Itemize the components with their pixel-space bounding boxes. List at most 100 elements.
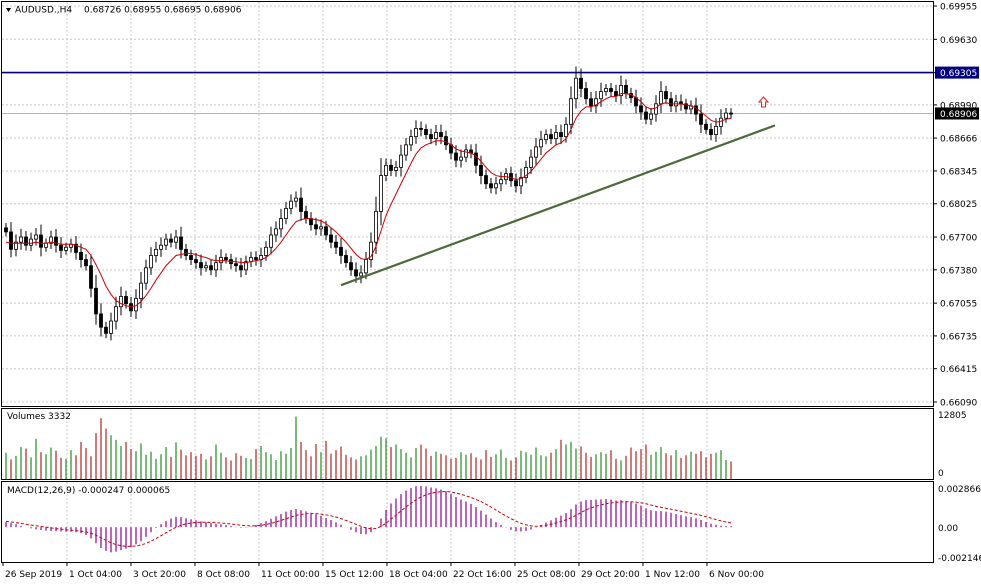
candle-body <box>569 98 573 125</box>
candle-body <box>369 241 373 260</box>
candle-body <box>264 246 268 256</box>
y-tick-label: 0.68345 <box>940 167 977 177</box>
candle-body <box>709 129 713 135</box>
candle-body <box>554 132 558 140</box>
x-tick-label: 22 Oct 16:00 <box>453 570 512 580</box>
y-tick-label: 0.67380 <box>940 266 977 276</box>
candle-body <box>339 246 343 256</box>
candle-body <box>4 227 8 233</box>
candle-body <box>654 103 658 115</box>
candle-body <box>19 236 23 243</box>
candle-body <box>404 144 408 156</box>
candle-body <box>129 303 133 312</box>
macd-top-label: 0.002866 <box>938 485 981 495</box>
candle-body <box>214 262 218 271</box>
candle-body <box>114 306 118 322</box>
candle-body <box>599 91 603 100</box>
candle-body <box>54 236 58 246</box>
y-tick-label: 0.67055 <box>940 300 977 310</box>
macd-signal-line <box>5 491 732 547</box>
candle-body <box>239 265 243 271</box>
candle-body <box>564 123 568 138</box>
candle-body <box>44 242 48 248</box>
candle-body <box>174 236 178 243</box>
candle-body <box>694 105 698 115</box>
candle-body <box>359 272 363 277</box>
candle-body <box>9 231 13 250</box>
y-tick-label: 0.66415 <box>940 365 977 375</box>
candle-body <box>719 117 723 127</box>
candle-body <box>429 134 433 140</box>
up-arrow-icon[interactable] <box>757 96 770 108</box>
candle-body <box>639 105 643 113</box>
macd-panel <box>5 486 732 553</box>
candle-body <box>149 255 153 269</box>
candle-body <box>179 236 183 250</box>
x-tick-label: 29 Oct 20:00 <box>581 570 640 580</box>
candle-body <box>399 154 403 168</box>
candle-body <box>289 200 293 209</box>
candle-body <box>324 226 328 236</box>
trendline[interactable] <box>340 124 776 287</box>
candle-body <box>609 88 613 92</box>
candle-body <box>224 257 228 260</box>
candle-body <box>199 262 203 269</box>
dropdown-triangle-icon[interactable] <box>6 8 11 12</box>
candle-body <box>389 164 393 171</box>
candle-body <box>139 282 143 299</box>
x-tick-label: 15 Oct 12:00 <box>325 570 384 580</box>
candle-body <box>539 139 543 148</box>
candle-body <box>614 91 618 97</box>
candle-body <box>334 241 338 248</box>
last-price-label: 0.68906 <box>940 110 977 120</box>
candle-body <box>89 265 93 289</box>
candle-body <box>154 248 158 256</box>
candle-body <box>74 243 78 253</box>
x-tick-label: 6 Nov 00:00 <box>709 570 764 580</box>
candle-body <box>79 252 83 260</box>
candle-body <box>459 156 463 161</box>
candle-body <box>159 244 163 250</box>
candle-body <box>524 166 528 179</box>
candle-body <box>489 183 493 189</box>
candle-body <box>169 238 173 243</box>
candle-body <box>684 103 688 110</box>
candle-body <box>299 197 303 212</box>
candle-body <box>104 326 108 334</box>
candle-body <box>594 98 598 107</box>
candle-body <box>284 207 288 220</box>
volume-panel <box>5 416 732 479</box>
x-tick-label: 3 Oct 20:00 <box>133 570 186 580</box>
candle-body <box>494 183 498 189</box>
candle-body <box>64 246 68 251</box>
candle-body <box>59 244 63 251</box>
x-tick-label: 11 Oct 00:00 <box>261 570 320 580</box>
candle-body <box>584 88 588 100</box>
candle-body <box>419 128 423 130</box>
candle-body <box>589 98 593 107</box>
symbol-label: AUDUSD.,H4 <box>15 6 72 16</box>
candle-body <box>49 236 53 244</box>
candle-body <box>484 175 488 185</box>
candle-body <box>384 164 388 176</box>
candle-body <box>624 85 628 95</box>
candle-body <box>374 211 378 243</box>
candle-body <box>234 263 238 267</box>
candle-body <box>604 88 608 92</box>
candle-body <box>549 134 553 140</box>
candle-body <box>699 113 703 125</box>
x-tick-label: 8 Oct 08:00 <box>197 570 250 580</box>
candle-body <box>499 179 503 185</box>
candle-body <box>434 132 438 140</box>
axes: 26 Sep 2019 1 Oct 04:00 3 Oct 20:00 8 Oct 0… <box>2 3 979 580</box>
price-panel <box>2 66 933 341</box>
candle-body <box>474 152 478 166</box>
grid <box>2 2 933 562</box>
candle-body <box>94 287 98 315</box>
candle-body <box>414 128 418 138</box>
candle-body <box>24 236 28 246</box>
candle-body <box>279 218 283 230</box>
candle-body <box>144 267 148 284</box>
